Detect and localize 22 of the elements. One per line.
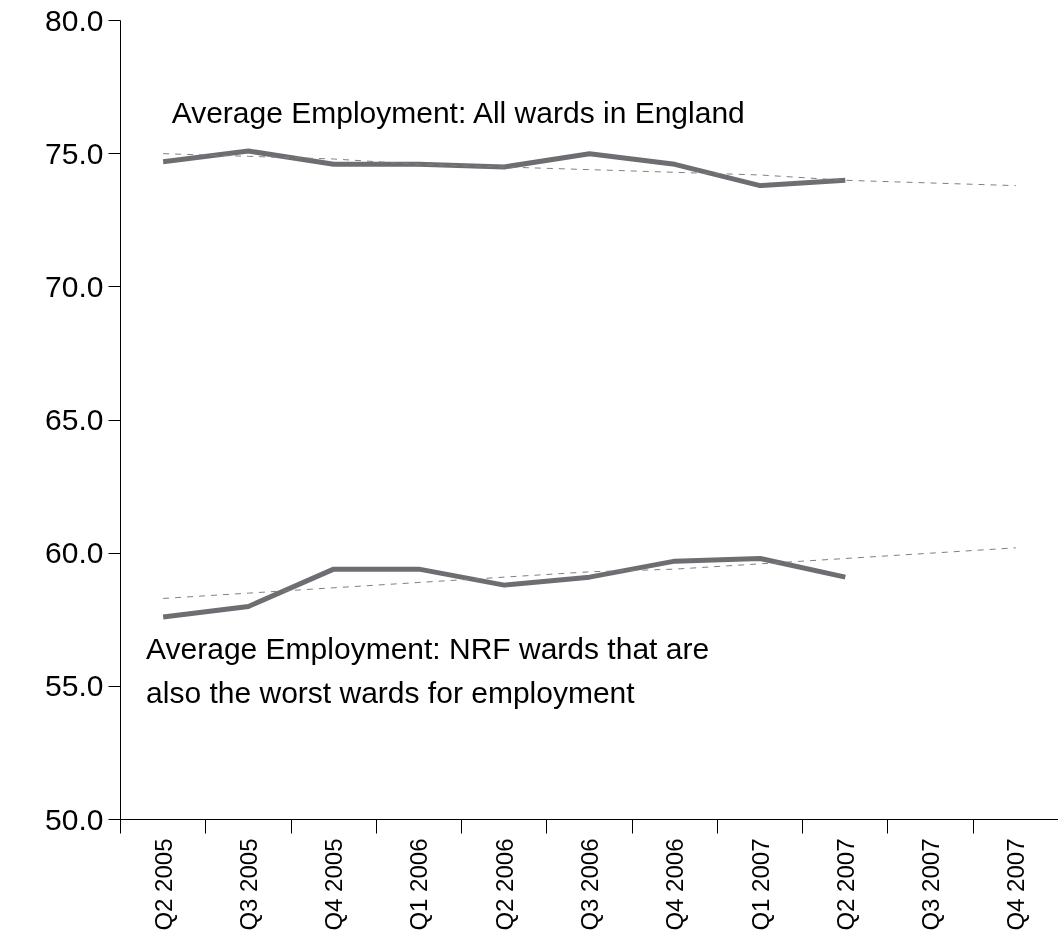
series-label: Average Employment: NRF wards that are also the worst wards for employment [146,631,710,710]
x-tick-label: Q2 2007 [831,838,859,931]
x-tick-label: Q3 2006 [576,838,603,931]
y-tick-label: 55.0 [45,669,104,703]
x-tick-label: Q4 2005 [320,838,348,931]
x-tick-label: Q2 2005 [149,838,177,931]
y-tick-label: 75.0 [45,136,104,170]
y-tick-label: 50.0 [45,802,104,836]
x-tick-label: Q3 2005 [234,838,262,931]
y-tick-label: 60.0 [45,536,104,570]
line-series [162,153,1017,187]
x-tick-label: Q1 2006 [405,838,433,931]
x-tick-label: Q4 2006 [661,838,689,931]
line-series [162,547,1017,599]
x-tick-label: Q3 2007 [917,838,945,931]
x-tick-label: Q2 2006 [490,838,518,931]
series-label: Average Employment: All wards in England [171,96,745,130]
y-tick-label: 65.0 [45,403,104,436]
y-tick-label: 80.0 [45,3,104,37]
x-tick-label: Q4 2007 [1002,838,1030,931]
y-tick-label: 70.0 [45,269,104,303]
x-tick-label: Q1 2007 [746,838,774,931]
